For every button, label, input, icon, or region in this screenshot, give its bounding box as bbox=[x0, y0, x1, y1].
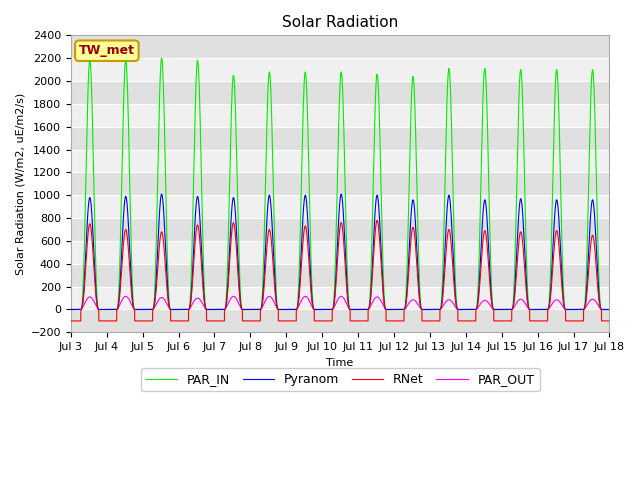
PAR_OUT bbox=[605, 307, 613, 312]
RNet bbox=[320, 318, 328, 324]
PAR_IN bbox=[431, 307, 438, 312]
Bar bbox=[71, 172, 609, 195]
PAR_OUT bbox=[492, 307, 499, 312]
Pyranom bbox=[158, 191, 166, 197]
Legend: PAR_IN, Pyranom, RNet, PAR_OUT: PAR_IN, Pyranom, RNet, PAR_OUT bbox=[141, 369, 540, 391]
Y-axis label: Solar Radiation (W/m2, uE/m2/s): Solar Radiation (W/m2, uE/m2/s) bbox=[15, 93, 25, 275]
Pyranom bbox=[431, 307, 438, 312]
Bar bbox=[71, 150, 609, 172]
PAR_OUT bbox=[461, 307, 468, 312]
RNet bbox=[461, 318, 468, 324]
Pyranom bbox=[605, 307, 612, 312]
PAR_OUT bbox=[122, 293, 130, 299]
Line: PAR_OUT: PAR_OUT bbox=[71, 296, 609, 310]
RNet bbox=[605, 318, 613, 324]
Title: Solar Radiation: Solar Radiation bbox=[282, 15, 398, 30]
PAR_IN bbox=[158, 55, 166, 61]
Line: RNet: RNet bbox=[71, 220, 609, 321]
RNet bbox=[67, 318, 75, 324]
Line: PAR_IN: PAR_IN bbox=[71, 58, 609, 310]
PAR_OUT bbox=[164, 302, 172, 308]
Bar bbox=[71, 127, 609, 150]
Text: TW_met: TW_met bbox=[79, 44, 135, 57]
Pyranom bbox=[461, 307, 468, 312]
PAR_IN bbox=[320, 307, 328, 312]
Bar bbox=[71, 310, 609, 332]
X-axis label: Time: Time bbox=[326, 358, 354, 368]
PAR_IN bbox=[461, 307, 468, 312]
Bar bbox=[71, 36, 609, 58]
RNet bbox=[164, 292, 172, 298]
PAR_OUT bbox=[431, 307, 438, 312]
PAR_OUT bbox=[605, 307, 612, 312]
RNet bbox=[431, 318, 438, 324]
PAR_IN bbox=[492, 307, 499, 312]
Bar bbox=[71, 195, 609, 218]
PAR_OUT bbox=[320, 307, 328, 312]
Pyranom bbox=[320, 307, 328, 312]
PAR_OUT bbox=[67, 307, 75, 312]
Bar bbox=[71, 241, 609, 264]
Bar bbox=[71, 287, 609, 310]
Bar bbox=[71, 218, 609, 241]
Bar bbox=[71, 104, 609, 127]
Pyranom bbox=[492, 307, 499, 312]
Line: Pyranom: Pyranom bbox=[71, 194, 609, 310]
PAR_IN bbox=[605, 307, 612, 312]
PAR_IN bbox=[605, 307, 613, 312]
Bar bbox=[71, 58, 609, 81]
Bar bbox=[71, 264, 609, 287]
RNet bbox=[373, 217, 381, 223]
Pyranom bbox=[164, 287, 172, 293]
Pyranom bbox=[67, 307, 75, 312]
Bar bbox=[71, 81, 609, 104]
RNet bbox=[605, 318, 612, 324]
RNet bbox=[492, 318, 499, 324]
Pyranom bbox=[605, 307, 613, 312]
PAR_IN bbox=[164, 264, 172, 269]
PAR_IN bbox=[67, 307, 75, 312]
